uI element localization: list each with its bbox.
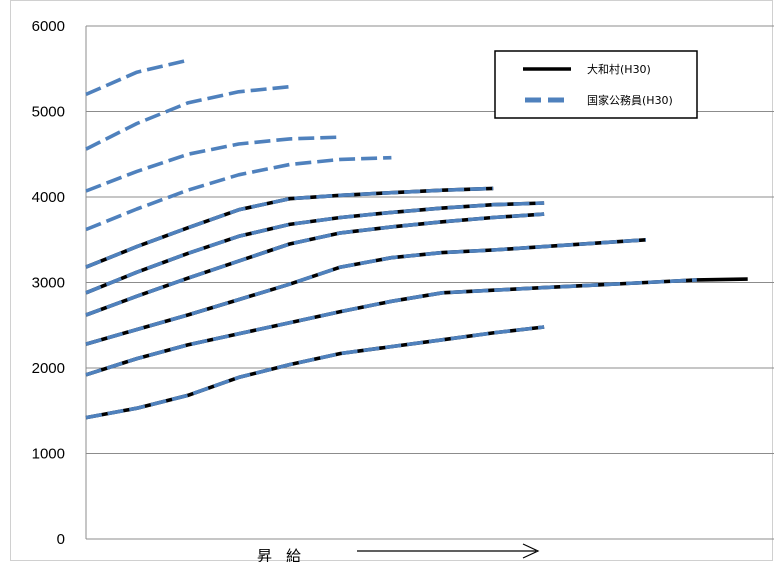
y-tick-label: 1000 xyxy=(32,446,65,463)
series-line-yamato xyxy=(85,201,545,295)
series-line-national xyxy=(85,278,697,377)
series-lines xyxy=(85,58,748,420)
x-axis-label: 昇給 xyxy=(257,547,315,562)
series-line-yamato xyxy=(85,277,748,377)
series-line-national xyxy=(85,186,494,269)
x-axis-arrow-head xyxy=(522,543,540,559)
series-line-national xyxy=(85,135,341,193)
series-line-national xyxy=(85,58,189,97)
series-line-national xyxy=(85,212,545,317)
y-tick-label: 3000 xyxy=(32,275,65,292)
line-chart: 0 1000 2000 3000 4000 5000 6000 大和村(H30) 国家公務員… xyxy=(32,18,774,562)
gridlines xyxy=(86,25,774,454)
series-line-national xyxy=(85,201,545,295)
legend-box xyxy=(494,50,698,119)
series-line-yamato xyxy=(85,238,647,346)
chart-frame: 0 1000 2000 3000 4000 5000 6000 大和村(H30) 国家公務員… xyxy=(10,0,774,562)
y-tick-label: 4000 xyxy=(32,189,65,206)
axes xyxy=(85,26,774,540)
series-line-national xyxy=(85,155,392,232)
y-tick-label: 5000 xyxy=(32,104,65,121)
legend: 大和村(H30) 国家公務員(H30) xyxy=(494,50,698,119)
legend-label-yamato: 大和村(H30) xyxy=(587,62,651,76)
y-tick-label: 2000 xyxy=(32,360,65,377)
y-tick-label: 6000 xyxy=(32,18,65,35)
x-axis-label-group: 昇給 xyxy=(257,543,540,562)
y-axis-ticks: 0 1000 2000 3000 4000 5000 6000 xyxy=(32,18,65,548)
y-tick-label: 0 xyxy=(57,531,65,548)
series-line-national xyxy=(85,84,290,151)
legend-label-national: 国家公務員(H30) xyxy=(587,93,673,107)
series-line-national xyxy=(85,325,545,420)
series-line-national xyxy=(85,238,647,346)
